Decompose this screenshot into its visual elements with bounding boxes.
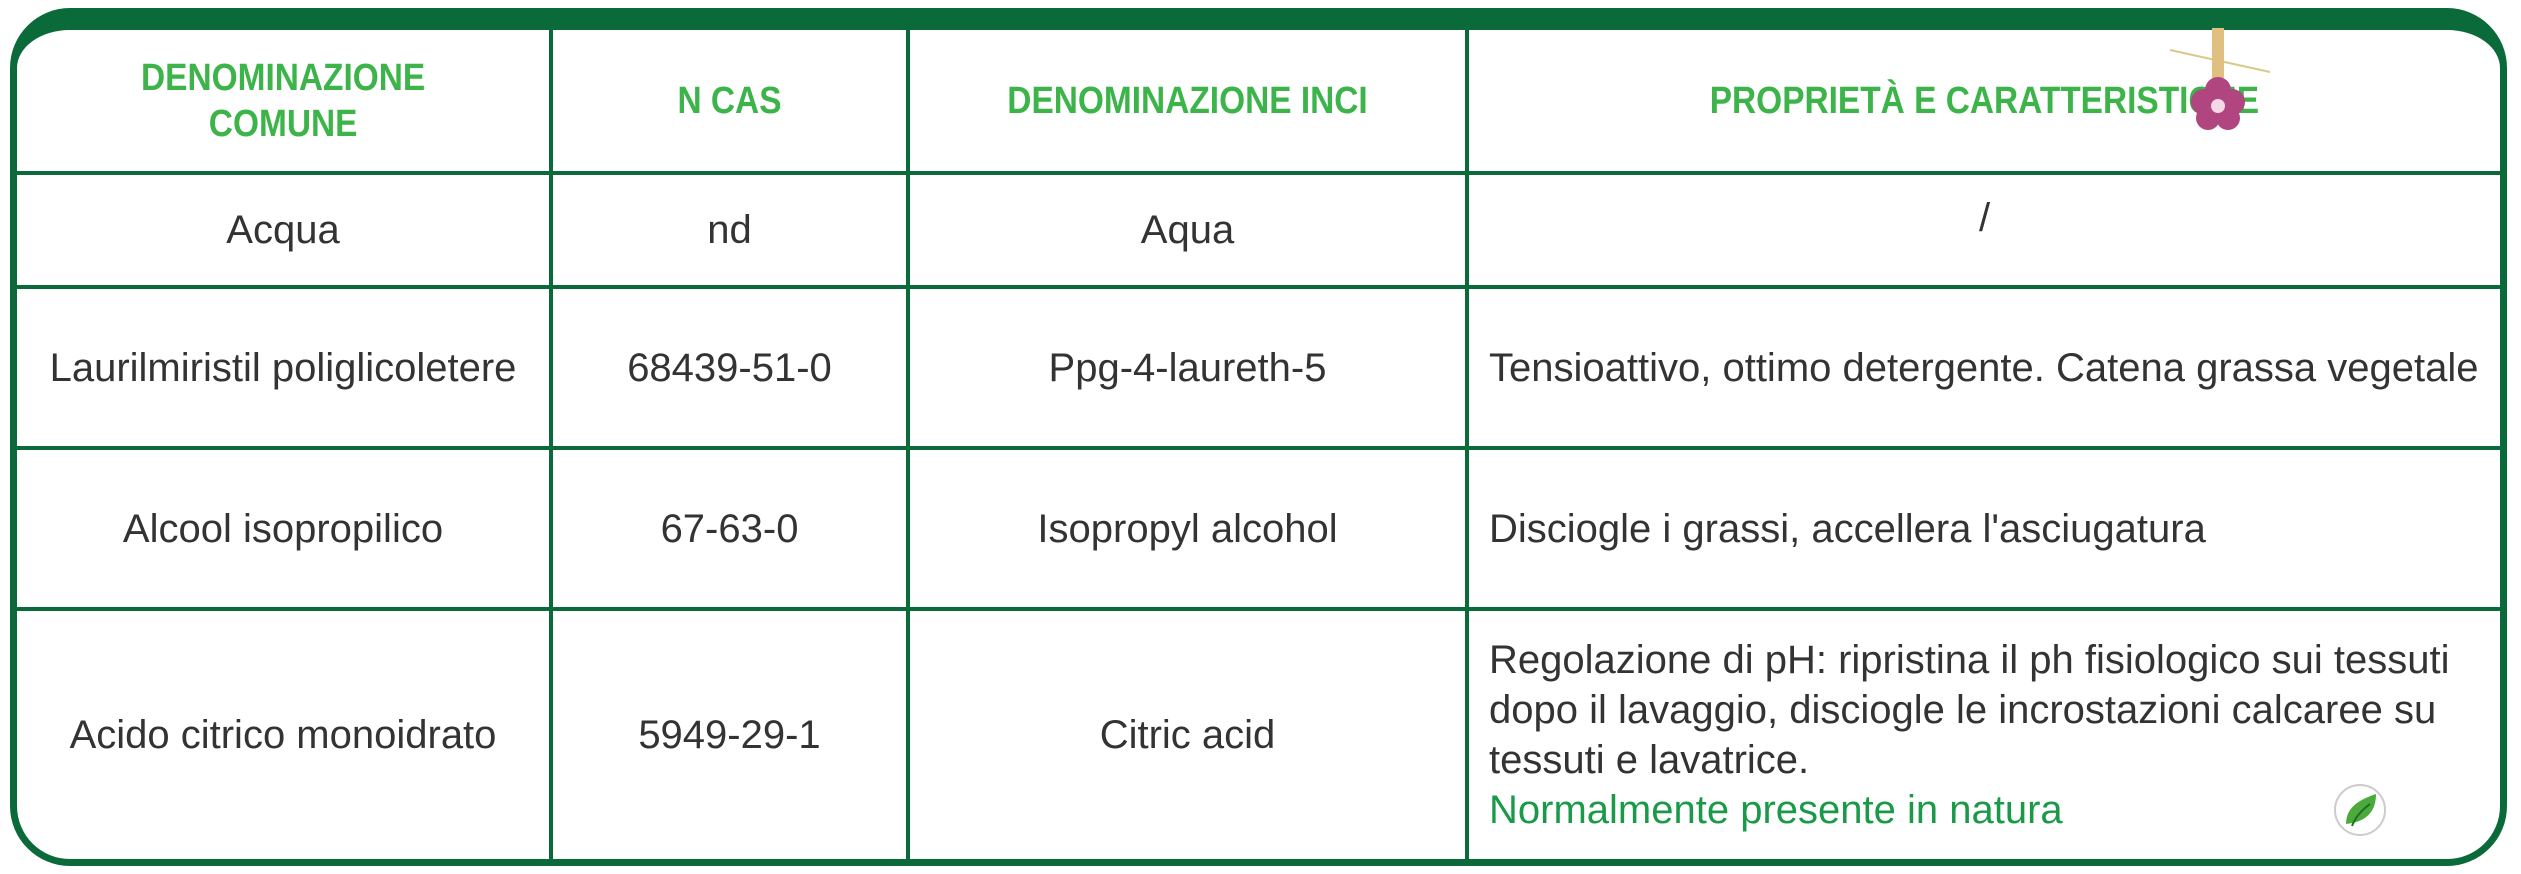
cell: / [1465, 171, 2500, 289]
cell: Aqua [906, 171, 1469, 289]
header-cell: PROPRIETÀ E CARATTERISTICHE [1527, 30, 2439, 175]
header-row: DENOMINAZIONE COMUNE N CAS DENOMINAZIONE… [17, 30, 2500, 175]
row: Acido citrico monoidrato 5949-29-1 Citri… [17, 607, 2500, 859]
cell: Alcool isopropilico [17, 446, 553, 611]
cell: 67-63-0 [549, 446, 910, 611]
header-cell: DENOMINAZIONE COMUNE [49, 30, 521, 175]
cell: 68439-51-0 [549, 285, 910, 450]
header-cell: N CAS [570, 30, 889, 175]
ingredients-table: DENOMINAZIONE COMUNE N CAS DENOMINAZIONE… [17, 30, 2500, 859]
row: Acqua nd Aqua / [17, 171, 2500, 289]
cell: Acido citrico monoidrato [17, 607, 553, 859]
header-cell: DENOMINAZIONE INCI [939, 30, 1436, 175]
leaf-icon [2334, 784, 2386, 836]
cell: nd [549, 171, 910, 289]
note: Normalmente presente in natura [1489, 788, 2063, 832]
cell: 5949-29-1 [549, 607, 910, 859]
cell: Disciogle i grassi, accellera l'asciugat… [1465, 446, 2500, 611]
cell: Regolazione di pH: ripristina il ph fisi… [1465, 607, 2500, 859]
table-frame: DENOMINAZIONE COMUNE N CAS DENOMINAZIONE… [10, 8, 2507, 866]
cell: Isopropyl alcohol [906, 446, 1469, 611]
cell: Acqua [17, 171, 553, 289]
flower-icon [2169, 28, 2271, 130]
row: Laurilmiristil poliglicoletere 68439-51-… [17, 285, 2500, 450]
cell: Laurilmiristil poliglicoletere [17, 285, 553, 450]
cell-text: Regolazione di pH: ripristina il ph fisi… [1489, 638, 2450, 782]
cell: Ppg-4-laureth-5 [906, 285, 1469, 450]
cell: Tensioattivo, ottimo detergente. Catena … [1465, 285, 2500, 450]
cell: Citric acid [906, 607, 1469, 859]
row: Alcool isopropilico 67-63-0 Isopropyl al… [17, 446, 2500, 611]
